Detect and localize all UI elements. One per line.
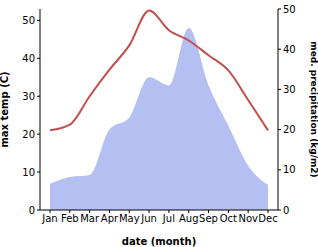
svg-text:40: 40 [22, 53, 35, 64]
svg-text:May: May [119, 213, 140, 224]
svg-text:20: 20 [22, 129, 35, 140]
svg-text:Mar: Mar [80, 213, 100, 224]
svg-text:Jun: Jun [140, 213, 157, 224]
svg-text:10: 10 [22, 167, 35, 178]
svg-text:Jul: Jul [162, 213, 175, 224]
svg-text:0: 0 [29, 205, 35, 216]
svg-text:30: 30 [22, 91, 35, 102]
svg-text:Jan: Jan [41, 213, 57, 224]
svg-text:50: 50 [22, 15, 35, 26]
svg-text:10: 10 [283, 164, 296, 175]
svg-text:50: 50 [283, 4, 296, 15]
svg-text:Dec: Dec [258, 213, 277, 224]
svg-text:date (month): date (month) [122, 236, 196, 247]
svg-text:Nov: Nov [238, 213, 258, 224]
svg-text:Feb: Feb [61, 213, 79, 224]
svg-text:Apr: Apr [101, 213, 119, 224]
svg-text:med. precipitation (kg/m2): med. precipitation (kg/m2) [309, 41, 310, 177]
svg-text:max temp (C): max temp (C) [8, 71, 10, 147]
svg-text:Sep: Sep [199, 213, 218, 224]
svg-text:40: 40 [283, 44, 296, 55]
svg-text:0: 0 [283, 205, 289, 216]
svg-text:20: 20 [283, 124, 296, 135]
svg-text:30: 30 [283, 84, 296, 95]
svg-text:Aug: Aug [179, 213, 199, 224]
svg-text:Oct: Oct [220, 213, 237, 224]
